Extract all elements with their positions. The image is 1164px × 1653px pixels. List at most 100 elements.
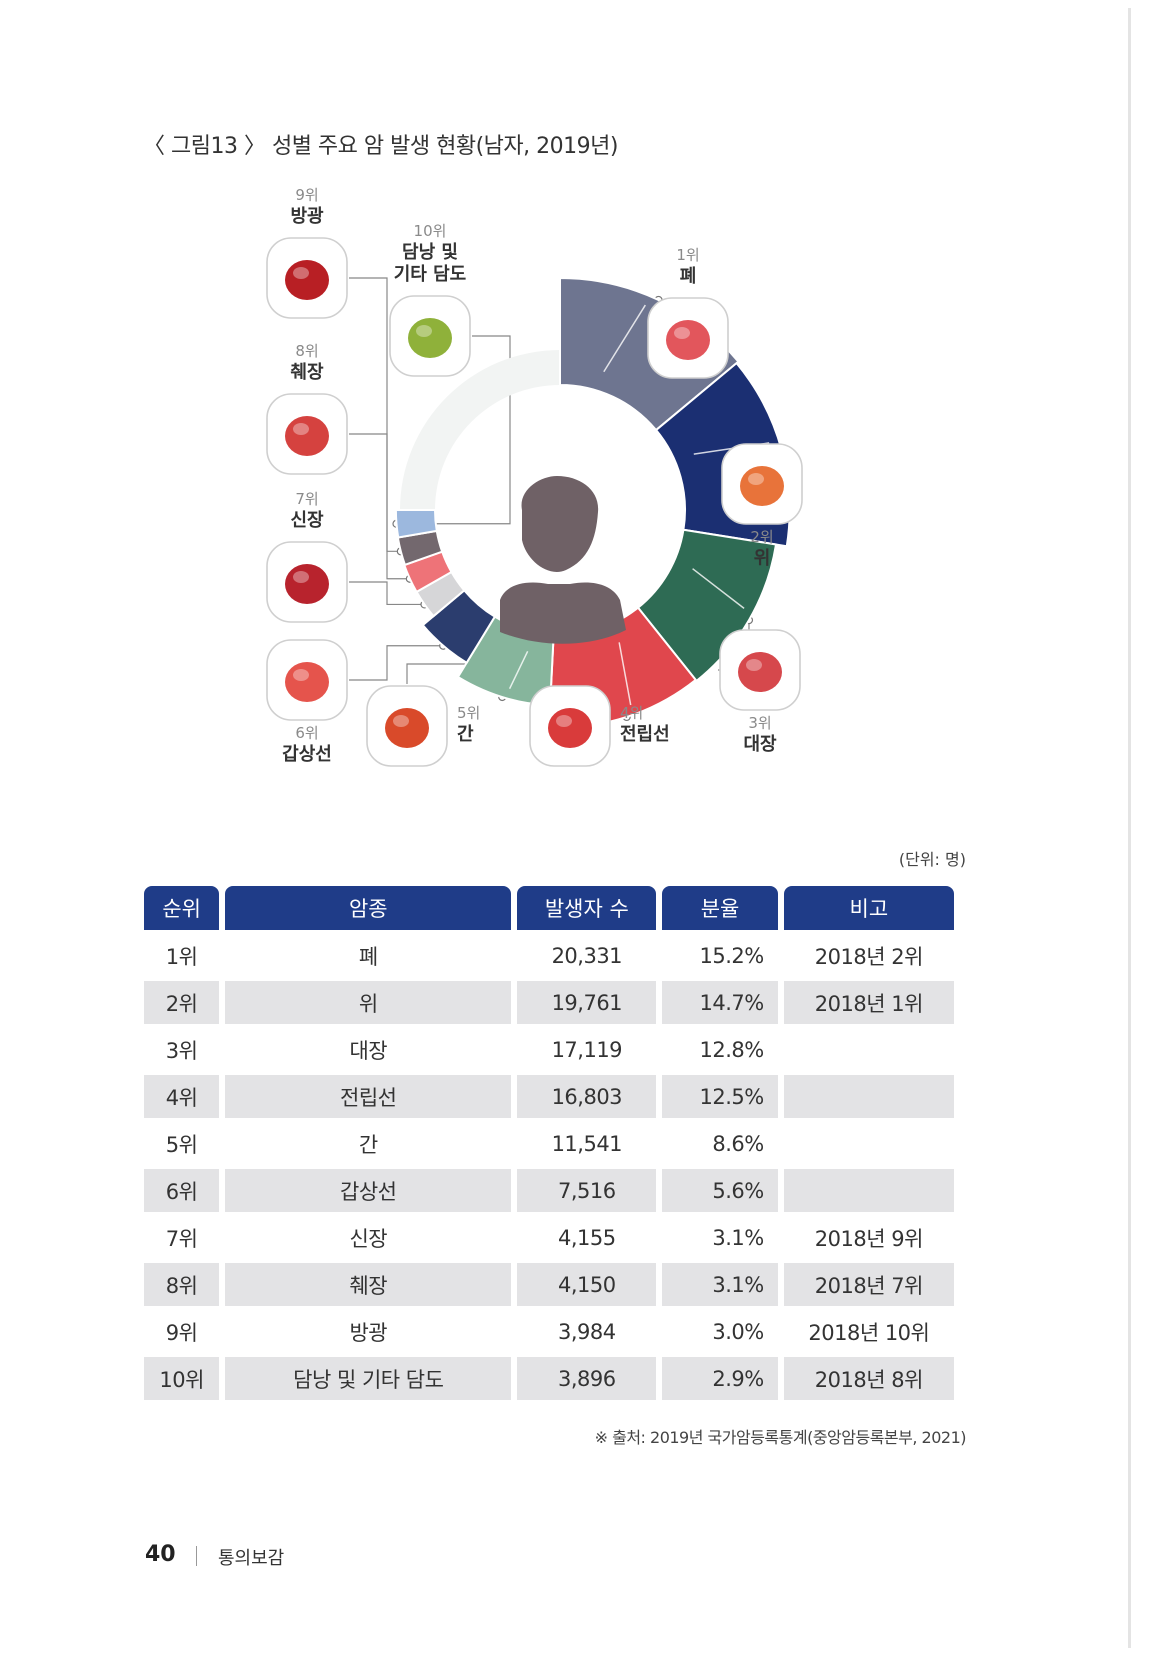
book-title: 통의보감 — [218, 1548, 285, 1569]
table-row: 10위 담낭 및 기타 담도 3,896 2.9% 2018년 8위 — [144, 1357, 954, 1400]
colon-icon — [738, 652, 782, 692]
liver-icon — [385, 708, 429, 748]
cell-cancer-type: 담낭 및 기타 담도 — [225, 1357, 512, 1400]
cell-rank: 7위 — [165, 1226, 198, 1251]
connector-line — [349, 581, 425, 606]
organ-name-label: 간 — [457, 724, 474, 745]
organ-rank-label: 10위 — [414, 222, 447, 240]
table-row: 4위 전립선 16,803 12.5% — [144, 1075, 954, 1118]
cell-rank: 10위 — [144, 1357, 220, 1400]
lungs-icon — [666, 320, 710, 360]
table-body: 1위 폐 20,331 15.2% 2018년 2위 2위 위 19,761 14.7% 2018… — [144, 934, 954, 1400]
organ-name-label: 기타 담도 — [394, 264, 467, 285]
organ-name-label: 대장 — [743, 734, 777, 755]
cell-note: 2018년 1위 — [783, 981, 954, 1024]
header-note: 비고 — [783, 886, 954, 930]
organ-rank-label: 5위 — [457, 704, 480, 722]
organ-rank-label: 1위 — [676, 246, 699, 264]
donut-track — [400, 350, 560, 510]
organ-name-label: 방광 — [290, 206, 324, 227]
table-row: 3위 대장 17,119 12.8% — [144, 1028, 954, 1071]
cell-note — [784, 1028, 954, 1071]
page-number: 40 — [145, 1542, 176, 1567]
kidney-icon — [285, 564, 329, 604]
cell-share: 8.6% — [712, 1131, 764, 1156]
organ-rank-label: 3위 — [748, 714, 771, 732]
cell-note — [783, 1169, 954, 1212]
cell-count: 16,803 — [517, 1075, 657, 1118]
figure-title: 〈 그림13 〉 성별 주요 암 발생 현황(남자, 2019년) — [143, 134, 618, 159]
cell-cancer-type: 위 — [225, 981, 512, 1024]
stomach-icon — [740, 466, 784, 506]
cell-count: 3,896 — [517, 1357, 657, 1400]
table-header-row: 순위 암종 발생자 수 분율 비고 — [144, 886, 954, 930]
organ-name-label: 폐 — [680, 266, 697, 287]
connector-line — [349, 645, 444, 681]
cell-share: 5.6% — [662, 1169, 778, 1212]
table-row: 8위 췌장 4,150 3.1% 2018년 7위 — [144, 1263, 954, 1306]
source-note: ※ 출처: 2019년 국가암등록통계(중앙암등록본부, 2021) — [594, 1428, 967, 1447]
cell-cancer-type: 신장 — [349, 1226, 388, 1251]
cell-rank: 1위 — [165, 944, 198, 969]
cell-share: 3.1% — [712, 1225, 764, 1250]
table-row: 7위 신장 4,155 3.1% 2018년 9위 — [144, 1216, 954, 1259]
prostate-icon — [548, 708, 592, 748]
cell-cancer-type: 전립선 — [225, 1075, 512, 1118]
slice-divider — [508, 651, 529, 690]
donut-slice — [636, 528, 778, 683]
organ-name-label: 췌장 — [290, 362, 324, 383]
cell-count: 7,516 — [517, 1169, 657, 1212]
page-edge-line — [1128, 8, 1131, 1648]
header-share: 분율 — [662, 886, 778, 930]
organ-name-label: 전립선 — [620, 724, 670, 745]
cell-cancer-type: 방광 — [349, 1320, 388, 1345]
organ-rank-label: 4위 — [620, 704, 643, 722]
cell-rank: 2위 — [144, 981, 220, 1024]
cell-cancer-type: 대장 — [349, 1038, 388, 1063]
cell-rank: 6위 — [144, 1169, 220, 1212]
connector-line — [396, 335, 511, 525]
cell-cancer-type: 폐 — [358, 944, 378, 969]
unit-note: (단위: 명) — [898, 850, 966, 869]
cell-rank: 9위 — [165, 1320, 198, 1345]
organ-rank-label: 8위 — [295, 342, 318, 360]
cell-count: 20,331 — [551, 943, 623, 968]
connector-line — [349, 277, 401, 552]
table-row: 9위 방광 3,984 3.0% 2018년 10위 — [144, 1310, 954, 1353]
header-cancer-type: 암종 — [225, 886, 512, 930]
header-rank: 순위 — [144, 886, 220, 930]
cell-note: 2018년 10위 — [808, 1320, 930, 1345]
organ-name-label: 담낭 및 — [402, 242, 458, 263]
organ-rank-label: 7위 — [295, 490, 318, 508]
cell-rank: 8위 — [144, 1263, 220, 1306]
cancer-incidence-table: 순위 암종 발생자 수 분율 비고 1위 폐 20,331 15.2% 2018년 2위… — [138, 882, 960, 1404]
cell-share: 3.1% — [662, 1263, 778, 1306]
table-row: 2위 위 19,761 14.7% 2018년 1위 — [144, 981, 954, 1024]
header-count: 발생자 수 — [517, 886, 657, 930]
organ-rank-label: 9위 — [295, 186, 318, 204]
gallbladder-icon — [408, 318, 452, 358]
cell-rank: 3위 — [165, 1038, 198, 1063]
donut-slice — [394, 509, 438, 539]
slice-divider — [618, 642, 632, 706]
cell-share: 15.2% — [699, 943, 765, 968]
organ-callout-1: 1위폐 — [647, 246, 729, 379]
organ-name-label: 위 — [754, 548, 771, 569]
organ-callout-2: 2위위 — [721, 443, 803, 569]
cell-share: 12.8% — [699, 1037, 765, 1062]
organ-name-label: 신장 — [290, 510, 324, 531]
thyroid-icon — [285, 662, 329, 702]
cell-note: 2018년 8위 — [783, 1357, 954, 1400]
bladder-icon — [285, 260, 329, 300]
footer-divider — [196, 1546, 197, 1566]
person-silhouette-icon — [500, 476, 626, 644]
